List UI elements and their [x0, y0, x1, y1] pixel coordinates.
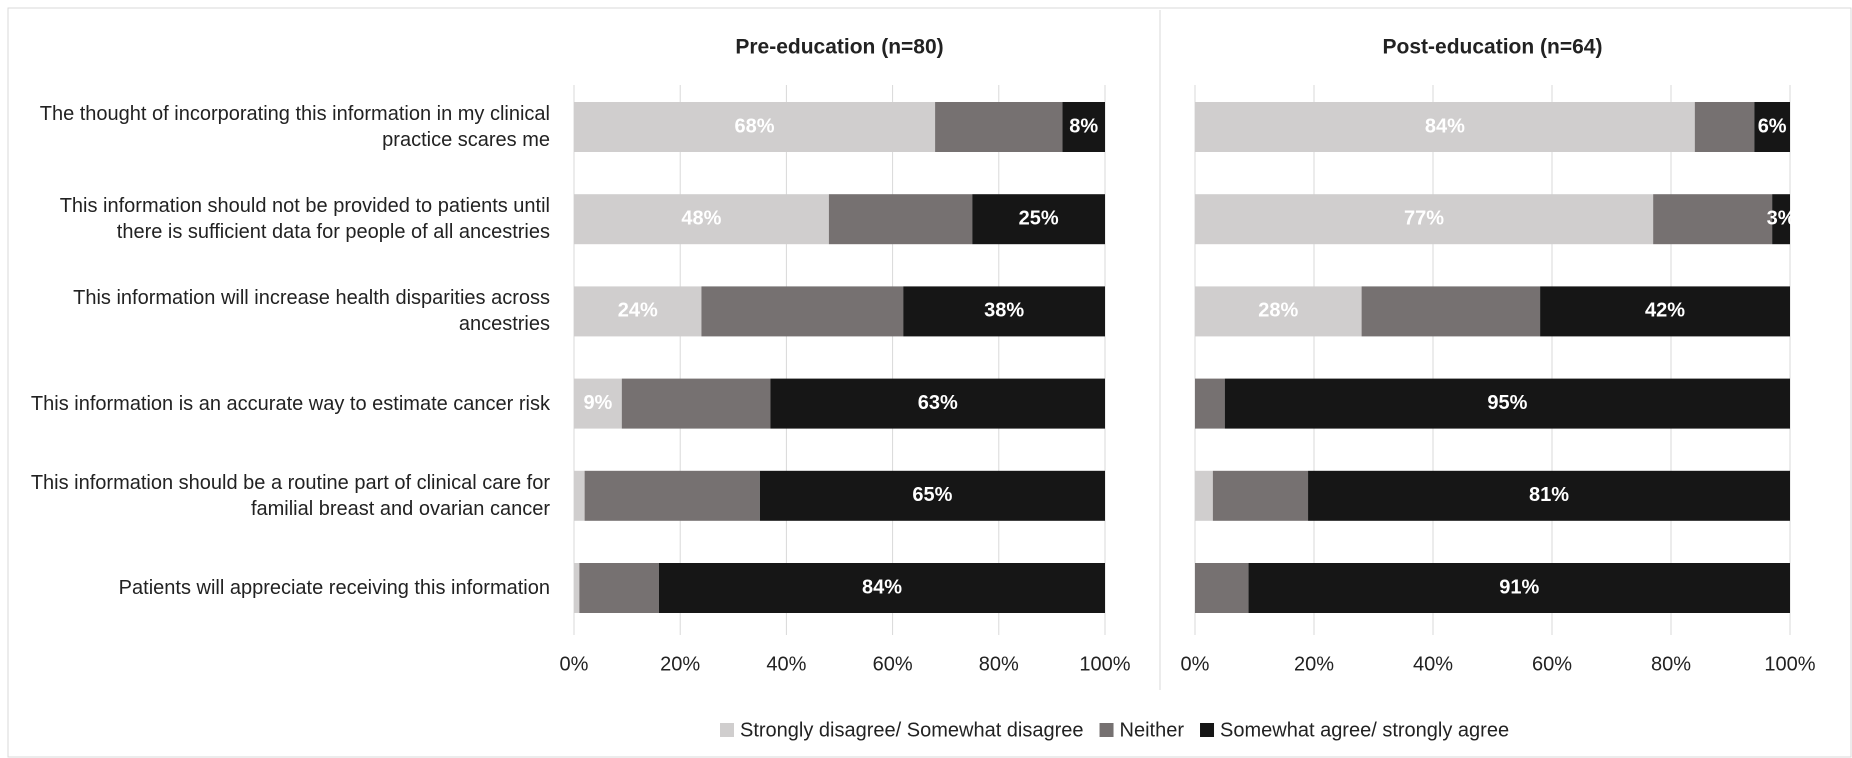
bar-segment [584, 470, 760, 521]
bar-segment [658, 563, 1105, 613]
value-label: 24% [618, 300, 658, 322]
legend-label: Somewhat agree/ strongly agree [1220, 719, 1509, 741]
legend: Strongly disagree/ Somewhat disagree Neit… [720, 719, 1509, 741]
value-label: 81% [1529, 484, 1569, 506]
category-label: This information should not be provided … [59, 195, 550, 244]
bar-segment [579, 563, 659, 613]
value-label: 91% [1499, 576, 1539, 598]
category-label-box: Patients will appreciate receiving this … [118, 577, 550, 599]
category-label: This information is an accurate way to e… [30, 392, 550, 415]
x-tick-label: 0% [560, 653, 589, 675]
category-label-box: This information should not be provided … [59, 195, 550, 244]
chart-title: Pre-education (n=80) [735, 36, 943, 59]
x-tick-label: 40% [766, 653, 806, 675]
x-tick-label: 80% [979, 653, 1019, 675]
x-tick-label: 60% [1532, 653, 1572, 675]
x-tick-label: 100% [1079, 653, 1130, 675]
bar-segment [621, 378, 771, 429]
value-label: 48% [681, 207, 721, 229]
value-label: 42% [1645, 300, 1685, 322]
chart-border [7, 7, 1852, 758]
value-label: 38% [984, 300, 1024, 322]
legend-swatch [1200, 723, 1215, 737]
bar-segment [1308, 470, 1790, 521]
bar-segment [1248, 563, 1790, 613]
bar-segment [1195, 563, 1249, 613]
value-label: 3% [1767, 207, 1796, 229]
bar-segment [1653, 194, 1773, 245]
category-label-box: The thought of incorporating this inform… [39, 103, 550, 151]
value-label: 25% [1019, 207, 1059, 229]
bar-segment [1195, 194, 1654, 245]
bar-segment [1540, 286, 1790, 337]
x-tick-label: 100% [1764, 653, 1815, 675]
bar-segment [1195, 470, 1213, 521]
legend-label: Neither [1120, 719, 1185, 741]
value-label: 6% [1758, 115, 1787, 137]
legend-label: Strongly disagree/ Somewhat disagree [740, 719, 1084, 741]
bar-segment [574, 286, 702, 337]
x-tick-label: 40% [1413, 653, 1453, 675]
bar-segment [1772, 194, 1790, 245]
bar-segment [574, 194, 829, 245]
bar-segment [1694, 102, 1755, 152]
bar-segment [574, 563, 580, 613]
bar-segment [1361, 286, 1541, 337]
bar-segment [770, 378, 1105, 429]
value-label: 9% [583, 392, 612, 414]
bar-segment [574, 102, 936, 152]
category-label-box: This information should be a routine par… [30, 471, 550, 520]
bar-segment [574, 378, 622, 429]
x-tick-label: 80% [1651, 653, 1691, 675]
category-label-box: This information will increase health di… [73, 287, 550, 336]
bar-segment [759, 470, 1105, 521]
category-label: This information will increase health di… [73, 287, 550, 336]
value-label: 8% [1069, 115, 1098, 137]
x-tick-label: 0% [1181, 653, 1210, 675]
value-label: 84% [1425, 115, 1465, 137]
bar-segment [574, 470, 585, 521]
legend-swatch [1099, 723, 1114, 737]
value-label: 95% [1487, 392, 1527, 414]
value-label: 77% [1404, 207, 1444, 229]
x-tick-label: 60% [873, 653, 913, 675]
category-label-box: This information is an accurate way to e… [30, 392, 550, 415]
category-label: The thought of incorporating this inform… [39, 103, 550, 151]
bar-segment [903, 286, 1105, 337]
value-label: 63% [918, 392, 958, 414]
chart-title: Post-education (n=64) [1383, 36, 1603, 59]
bar-segment [1062, 102, 1105, 152]
bar-segment [1195, 286, 1362, 337]
value-label: 68% [735, 115, 775, 137]
x-tick-label: 20% [660, 653, 700, 675]
bar-segment [1212, 470, 1309, 521]
legend-swatch [720, 723, 734, 737]
bar-segment [701, 286, 904, 337]
bar-segment [1195, 378, 1225, 429]
bar-segment [1224, 378, 1790, 429]
bar-segment [1754, 102, 1790, 152]
bar-segment [828, 194, 973, 245]
value-label: 65% [912, 484, 952, 506]
value-label: 28% [1258, 300, 1298, 322]
bar-segment [935, 102, 1063, 152]
value-label: 84% [862, 576, 902, 598]
bar-segment [972, 194, 1105, 245]
category-label: Patients will appreciate receiving this … [118, 577, 550, 599]
x-tick-label: 20% [1294, 653, 1334, 675]
bar-segment [1195, 102, 1695, 152]
category-label: This information should be a routine par… [30, 471, 550, 520]
